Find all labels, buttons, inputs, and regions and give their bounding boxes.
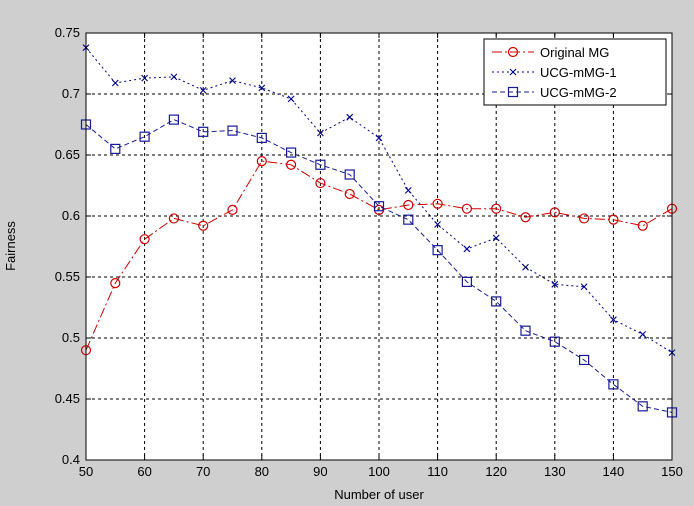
data-point-ucg-mmg-1 [551, 280, 559, 288]
legend: Original MG UCG-mMG-1 UCG-mMG-2 [483, 38, 667, 106]
x-tick-label: 100 [368, 464, 390, 479]
data-point-original-mg [608, 214, 619, 225]
x-tick-label: 70 [196, 464, 210, 479]
data-point-original-mg [578, 213, 590, 224]
y-tick-label: 0.5 [62, 330, 80, 345]
data-point-ucg-mmg-2 [198, 126, 209, 137]
data-point-original-mg [403, 199, 414, 211]
x-tick-label: 80 [255, 464, 269, 479]
x-tick-label: 130 [544, 464, 566, 479]
x-tick-label: 150 [661, 464, 683, 479]
data-point-original-mg [637, 220, 648, 231]
data-point-ucg-mmg-2 [139, 131, 150, 142]
data-point-ucg-mmg-1 [199, 86, 207, 94]
x-tick-label: 50 [79, 464, 93, 479]
data-point-original-mg [520, 212, 531, 223]
data-point-ucg-mmg-1 [522, 263, 529, 271]
legend-label-ucg-mmg-1: UCG-mMG-1 [540, 65, 617, 80]
data-point-ucg-mmg-2 [549, 336, 560, 347]
y-tick-label: 0.55 [55, 269, 80, 284]
data-point-ucg-mmg-1 [229, 77, 236, 84]
data-point-ucg-mmg-1 [639, 330, 647, 338]
x-tick-label: 140 [603, 464, 625, 479]
data-point-ucg-mmg-1 [463, 245, 471, 253]
data-point-original-mg [286, 159, 297, 170]
data-point-ucg-mmg-2 [373, 201, 385, 212]
data-point-original-mg [227, 204, 238, 215]
x-tick-label: 60 [137, 464, 151, 479]
data-point-original-mg [461, 203, 472, 214]
data-point-ucg-mmg-2 [491, 296, 502, 307]
data-point-ucg-mmg-1 [492, 234, 500, 242]
data-point-ucg-mmg-1 [258, 84, 266, 92]
series-ucg-mmg-1 [82, 44, 676, 357]
data-point-ucg-mmg-1 [317, 129, 324, 137]
x-axis-label: Number of user [334, 487, 424, 502]
data-point-ucg-mmg-1 [610, 316, 617, 324]
x-tick-label: 120 [485, 464, 507, 479]
y-tick-label: 0.6 [62, 208, 80, 223]
data-point-original-mg [491, 203, 502, 214]
data-point-original-mg [198, 220, 209, 231]
data-point-ucg-mmg-2 [578, 354, 590, 366]
data-point-original-mg [168, 213, 179, 224]
data-point-original-mg [344, 188, 355, 200]
data-point-ucg-mmg-1 [434, 221, 441, 228]
data-point-ucg-mmg-2 [608, 379, 619, 390]
data-point-ucg-mmg-2 [110, 143, 121, 154]
data-point-ucg-mmg-2 [403, 214, 414, 225]
data-point-ucg-mmg-2 [637, 401, 648, 412]
series-line-ucg-mmg-2 [85, 119, 673, 413]
legend-label-ucg-mmg-2: UCG-mMG-2 [540, 85, 617, 100]
data-point-ucg-mmg-2 [432, 245, 443, 256]
y-axis-label: Fairness [3, 221, 18, 271]
data-point-ucg-mmg-2 [168, 114, 179, 125]
data-point-ucg-mmg-1 [346, 113, 354, 121]
legend-label-original-mg: Original MG [540, 45, 609, 60]
data-point-original-mg [432, 198, 443, 209]
data-point-ucg-mmg-2 [286, 147, 297, 158]
data-point-ucg-mmg-1 [580, 283, 588, 291]
ticks: 50 60 70 80 90 100 110 120 130 140 150 0.4 0.45 0.5 0.… [55, 25, 683, 479]
data-point-ucg-mmg-2 [461, 276, 472, 287]
data-point-ucg-mmg-2 [520, 325, 531, 336]
data-point-ucg-mmg-1 [404, 186, 412, 194]
data-point-ucg-mmg-1 [170, 73, 178, 81]
data-point-original-mg [139, 234, 150, 245]
y-tick-label: 0.45 [55, 391, 80, 406]
x-tick-label: 90 [313, 464, 327, 479]
data-point-ucg-mmg-1 [141, 74, 148, 82]
data-point-ucg-mmg-2 [256, 132, 267, 144]
data-point-original-mg [549, 207, 560, 218]
legend-box [483, 38, 667, 106]
y-tick-label: 0.7 [62, 86, 80, 101]
series-ucg-mmg-2 [80, 114, 678, 418]
data-point-ucg-mmg-2 [344, 169, 355, 180]
data-point-original-mg [315, 177, 326, 189]
series-line-ucg-mmg-1 [85, 47, 673, 354]
data-point-original-mg [256, 156, 267, 167]
y-tick-label: 0.75 [55, 25, 80, 40]
data-point-ucg-mmg-2 [315, 159, 326, 170]
data-point-ucg-mmg-1 [375, 134, 383, 142]
data-point-original-mg [110, 278, 121, 289]
x-tick-label: 110 [427, 464, 448, 479]
legend-marker-original-mg [507, 46, 519, 58]
data-point-ucg-mmg-2 [227, 125, 238, 136]
data-point-ucg-mmg-1 [111, 79, 119, 87]
y-tick-label: 0.4 [62, 452, 80, 467]
y-tick-label: 0.65 [55, 147, 80, 162]
legend-marker-ucg-mmg-1 [509, 68, 517, 76]
data-point-ucg-mmg-1 [287, 95, 295, 103]
legend-marker-ucg-mmg-2 [507, 86, 519, 98]
